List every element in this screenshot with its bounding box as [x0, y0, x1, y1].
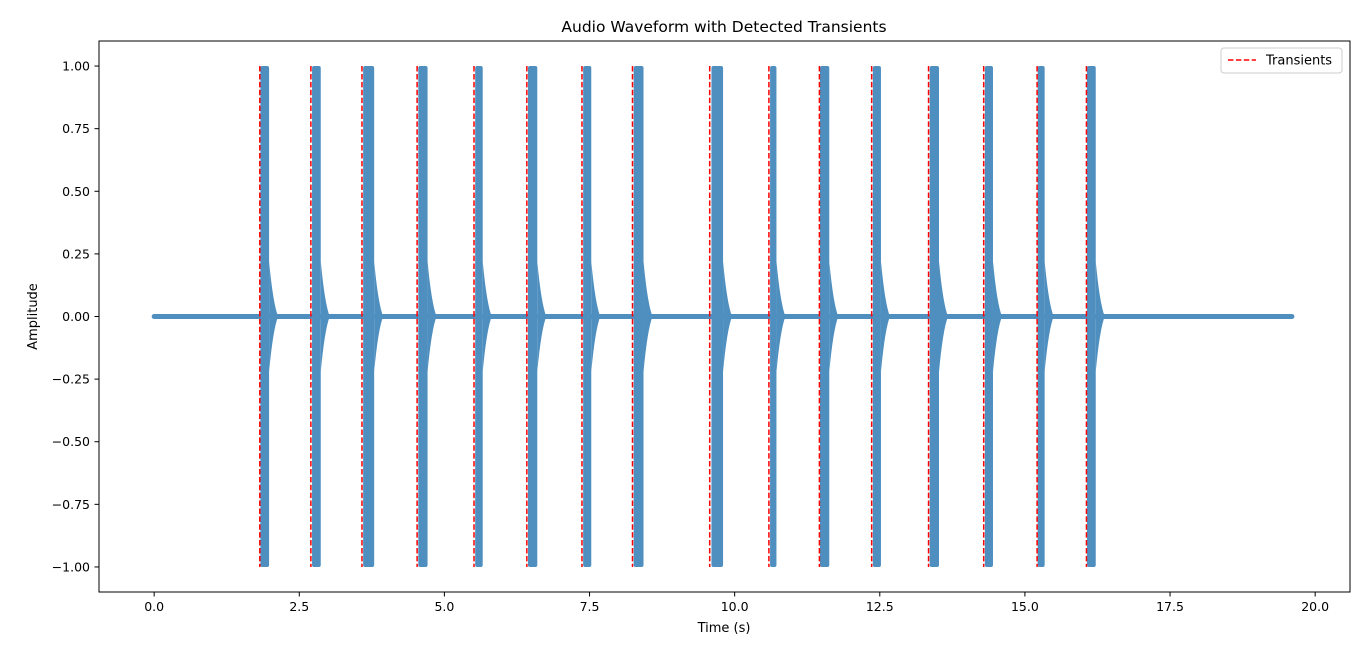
waveform-burst-tail: [643, 261, 653, 372]
waveform-burst: [583, 66, 601, 567]
waveform-burst: [984, 66, 1002, 567]
waveform-burst-body: [527, 66, 538, 567]
waveform-burst: [1037, 66, 1054, 567]
y-axis-label: Amplitude: [26, 283, 41, 350]
waveform-burst: [872, 66, 890, 567]
waveform-burst: [1087, 66, 1105, 567]
waveform-burst-body: [418, 66, 428, 567]
x-tick-label: 7.5: [580, 599, 600, 614]
x-tick-label: 17.5: [1156, 599, 1184, 614]
waveform-burst-tail: [992, 261, 1002, 372]
y-tick-label: −0.50: [52, 434, 90, 449]
y-tick-label: −1.00: [52, 559, 90, 574]
waveform-burst-tail: [1095, 261, 1105, 372]
waveform-burst-tail: [427, 261, 437, 372]
waveform-burst: [770, 66, 786, 567]
waveform-burst: [260, 66, 279, 567]
waveform-burst: [418, 66, 437, 567]
waveform-burst-body: [711, 66, 724, 567]
legend: Transients: [1220, 47, 1343, 74]
waveform-burst-tail: [269, 261, 279, 372]
waveform-burst: [312, 66, 330, 567]
x-tick-label: 0.0: [144, 599, 164, 614]
waveform-burst-tail: [880, 261, 890, 372]
x-tick-label: 15.0: [1011, 599, 1039, 614]
legend-box: [1220, 47, 1343, 74]
y-tick-label: 1.00: [62, 59, 90, 74]
y-axis: 1.00 0.75 0.50 0.25 0.00 −0.25 −0.50 −0.75 −1.00: [52, 59, 99, 574]
y-tick-label: −0.25: [52, 372, 90, 387]
y-tick-label: 0.75: [62, 121, 90, 136]
waveform-burst-body: [633, 66, 644, 567]
waveform-burst: [527, 66, 547, 567]
waveform-burst-body: [929, 66, 939, 567]
x-tick-label: 10.0: [721, 599, 749, 614]
waveform-burst: [711, 66, 733, 567]
waveform-burst-body: [363, 66, 375, 567]
waveform-burst: [363, 66, 384, 567]
y-tick-label: 0.50: [62, 184, 90, 199]
waveform-burst-body: [819, 66, 830, 567]
plot-area: [151, 66, 1295, 567]
waveform-burst-body: [583, 66, 592, 567]
y-tick-label: 0.00: [62, 309, 90, 324]
waveform-burst-tail: [776, 261, 786, 372]
x-tick-label: 5.0: [434, 599, 454, 614]
waveform-burst-body: [1087, 66, 1096, 567]
x-tick-label: 2.5: [289, 599, 309, 614]
waveform-burst-body: [475, 66, 483, 567]
waveform-burst-tail: [537, 261, 547, 372]
chart-title: Audio Waveform with Detected Transients: [561, 18, 886, 36]
waveform-burst-tail: [374, 261, 384, 372]
x-axis: 0.0 2.5 5.0 7.5 10.0 12.5 15.0 17.5 20.0: [144, 592, 1329, 614]
waveform-burst-body: [984, 66, 993, 567]
waveform-burst-tail: [1044, 261, 1054, 372]
waveform-burst-body: [260, 66, 270, 567]
waveform-burst-body: [770, 66, 777, 567]
waveform-burst: [929, 66, 948, 567]
waveform-burst-tail: [938, 261, 948, 372]
x-tick-label: 12.5: [866, 599, 894, 614]
waveform-burst-body: [312, 66, 321, 567]
waveform-burst-tail: [482, 261, 492, 372]
waveform-burst-tail: [829, 261, 839, 372]
waveform-burst: [819, 66, 839, 567]
waveform-burst: [475, 66, 492, 567]
y-tick-label: 0.25: [62, 246, 90, 261]
waveform-burst-tail: [320, 261, 330, 372]
waveform-burst-tail: [723, 261, 733, 372]
waveform-burst-body: [872, 66, 881, 567]
waveform-burst-tail: [591, 261, 601, 372]
x-axis-label: Time (s): [697, 621, 751, 636]
waveform-burst-body: [1037, 66, 1045, 567]
legend-transients-label: Transients: [1265, 54, 1332, 69]
x-tick-label: 20.0: [1301, 599, 1329, 614]
waveform-burst: [633, 66, 653, 567]
y-tick-label: −0.75: [52, 497, 90, 512]
